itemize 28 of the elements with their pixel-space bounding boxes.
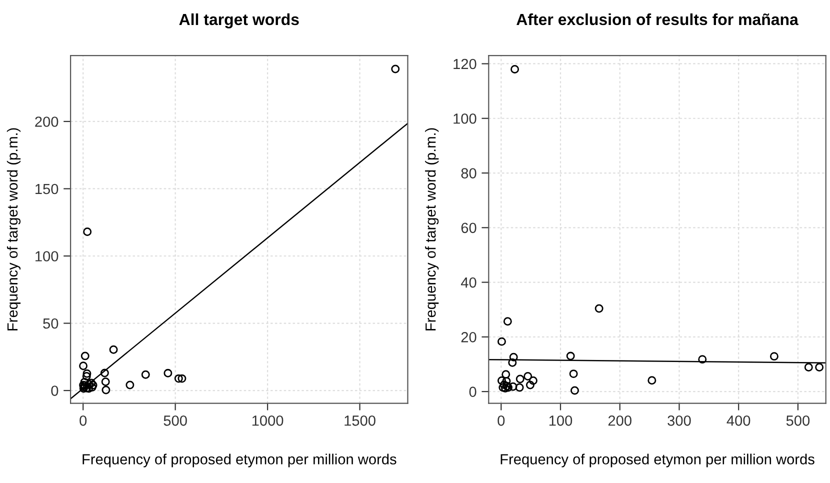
x-tick-label: 0 xyxy=(498,415,505,426)
x-tick-label: 1000 xyxy=(252,415,284,426)
y-tick-label: 0 xyxy=(51,386,58,396)
x-axis-title: Frequency of proposed etymon per million words xyxy=(82,454,396,468)
y-tick-label: 100 xyxy=(454,113,476,124)
x-axis-title: Frequency of proposed etymon per million words xyxy=(500,454,814,468)
x-tick-label: 400 xyxy=(726,415,750,426)
y-tick-label: 60 xyxy=(461,222,476,234)
y-tick-label: 0 xyxy=(469,386,476,397)
x-tick-label: 300 xyxy=(668,415,691,426)
chart-title: All target words xyxy=(179,13,299,28)
y-tick-label: 120 xyxy=(454,58,476,70)
y-axis-title: Frequency of target word (p.m.) xyxy=(6,128,21,330)
x-tick-label: 0 xyxy=(80,415,87,426)
y-tick-label: 200 xyxy=(35,116,58,127)
x-tick-label: 1500 xyxy=(344,415,376,426)
x-tick-label: 500 xyxy=(786,415,810,426)
y-tick-label: 40 xyxy=(460,277,476,288)
x-tick-label: 100 xyxy=(549,415,572,426)
y-tick-label: 50 xyxy=(43,318,58,329)
y-tick-label: 150 xyxy=(36,184,58,194)
y-axis-title: Frequency of target word (p.m.) xyxy=(425,128,439,330)
x-tick-label: 500 xyxy=(164,415,187,426)
y-tick-label: 100 xyxy=(36,251,58,262)
y-tick-label: 20 xyxy=(461,332,476,342)
x-tick-label: 200 xyxy=(608,415,632,426)
y-tick-label: 80 xyxy=(461,168,476,178)
chart-title: After exclusion of results for mañana xyxy=(516,13,798,26)
